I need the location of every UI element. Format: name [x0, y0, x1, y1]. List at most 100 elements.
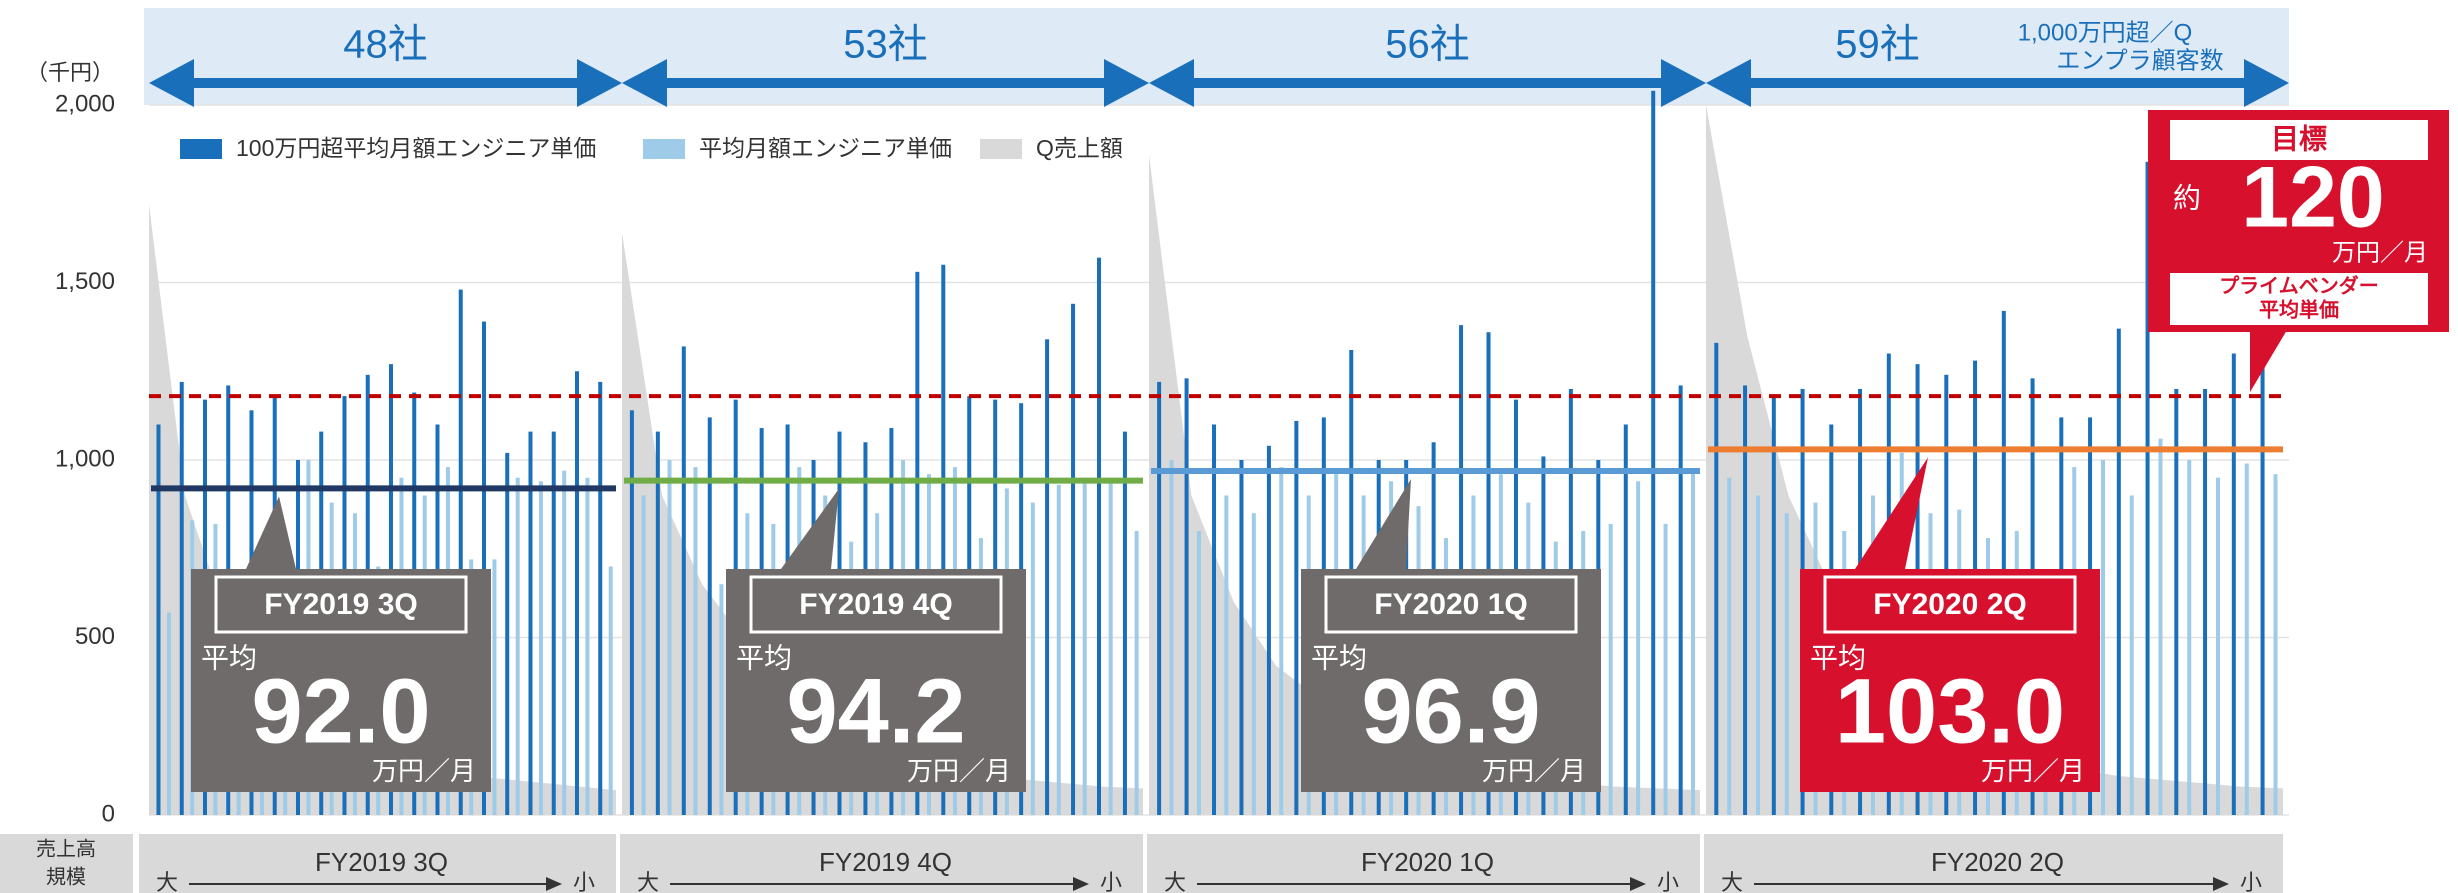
- bar-dark: [179, 381, 184, 815]
- bar-light: [1279, 467, 1284, 815]
- bar-light: [1030, 502, 1035, 815]
- target-note-box: [2170, 273, 2428, 325]
- avg-unit: 万円／月: [1482, 756, 1586, 786]
- scale-right: 小: [1657, 870, 1679, 893]
- callout-box: [1301, 569, 1601, 792]
- target-note: プライムベンダー: [2219, 273, 2379, 297]
- bar-dark: [598, 381, 603, 815]
- bar-light: [1134, 531, 1139, 815]
- bar-dark: [1184, 378, 1189, 815]
- bar-light: [2187, 460, 2192, 815]
- scale-arrow-head: [2213, 877, 2229, 891]
- legend-swatch: [980, 139, 1022, 159]
- scale-label: 規模: [46, 865, 86, 888]
- bar-dark: [915, 271, 920, 816]
- arrow-head: [622, 59, 667, 107]
- header-band: [144, 8, 2289, 105]
- bar-light: [1756, 495, 1760, 815]
- bar-light: [1196, 531, 1201, 815]
- bar-dark: [2001, 310, 2006, 815]
- bar-light: [562, 470, 567, 815]
- callout-label-box: [214, 575, 468, 634]
- bar-light: [166, 612, 171, 815]
- avg-value: 96.9: [1361, 660, 1540, 762]
- target-title-box: [2170, 120, 2428, 160]
- bar-light: [1082, 477, 1087, 815]
- bar-light: [2216, 477, 2220, 815]
- arrow-head: [1706, 59, 1751, 107]
- target-title: 目標: [2271, 123, 2327, 154]
- callout-pointer: [781, 488, 839, 569]
- scale-left: 大: [1164, 870, 1186, 893]
- avg-prefix: 平均: [1810, 642, 1866, 673]
- callout-box: [726, 569, 1026, 792]
- arrow-head: [1104, 59, 1149, 107]
- arrow-head: [577, 59, 622, 107]
- scale-right: 小: [1100, 870, 1122, 893]
- bar-light: [585, 477, 590, 815]
- bar-light: [2101, 460, 2105, 815]
- bar-light: [693, 467, 698, 815]
- callout-label-box: [749, 575, 1003, 634]
- bar-light: [1608, 523, 1613, 815]
- scale-right: 小: [2240, 870, 2262, 893]
- bar-dark: [481, 321, 486, 815]
- callout-label-box: [1823, 575, 2077, 634]
- target-unit: 万円／月: [2332, 239, 2428, 266]
- bar-light: [538, 481, 543, 815]
- bar-dark: [655, 431, 660, 815]
- y-tick-label: 500: [75, 623, 115, 650]
- bar-light: [2244, 463, 2249, 815]
- bar-light: [1169, 460, 1174, 815]
- scale-quarter: FY2019 4Q: [819, 847, 952, 877]
- legend-label: Q売上額: [1036, 135, 1123, 161]
- bar-dark: [1678, 385, 1683, 815]
- avg-value: 103.0: [1835, 660, 2065, 762]
- target-value: 120: [2241, 150, 2385, 246]
- avg-prefix: 平均: [1311, 642, 1367, 673]
- bar-dark: [551, 431, 556, 815]
- bar-dark: [1071, 303, 1076, 815]
- callout-label: FY2020 1Q: [1374, 588, 1527, 621]
- callout-pointer: [1855, 457, 1928, 569]
- target-pointer: [2250, 325, 2290, 393]
- callout-label: FY2020 2Q: [1873, 588, 2026, 621]
- bar-light: [1691, 470, 1696, 815]
- bar-light: [492, 559, 497, 815]
- avg-unit: 万円／月: [1981, 756, 2085, 786]
- bar-dark: [2174, 389, 2179, 815]
- scale-right: 小: [573, 870, 595, 893]
- avg-unit: 万円／月: [907, 756, 1011, 786]
- scale-arrow-head: [1630, 877, 1646, 891]
- client-count: 56社: [1385, 23, 1470, 67]
- bar-dark: [2231, 353, 2236, 815]
- legend-swatch: [643, 139, 685, 159]
- bar-dark: [156, 424, 161, 815]
- callout-label-box: [1324, 575, 1578, 634]
- bar-dark: [574, 371, 579, 815]
- callout-label: FY2019 4Q: [799, 588, 952, 621]
- bar-dark: [1743, 385, 1748, 815]
- bar-dark: [1266, 445, 1271, 815]
- header-note: 1,000万円超／Q: [2018, 19, 2193, 46]
- y-tick-label: 2,000: [55, 90, 115, 117]
- bar-light: [667, 460, 672, 815]
- bar-dark: [1239, 460, 1244, 815]
- bar-light: [1663, 523, 1668, 815]
- y-tick-label: 0: [102, 800, 115, 827]
- header-note: エンプラ顧客数: [2056, 47, 2223, 74]
- bar-dark: [2145, 161, 2150, 816]
- sales-area: [1149, 154, 1700, 815]
- callout-pointer: [246, 496, 296, 569]
- bar-dark: [1714, 342, 1719, 815]
- bar-light: [2129, 495, 2134, 815]
- bar-dark: [528, 431, 533, 815]
- bar-dark: [1045, 339, 1050, 815]
- bar-dark: [2260, 342, 2265, 815]
- callout-pointer: [1356, 479, 1411, 569]
- bar-dark: [629, 410, 634, 815]
- scale-label: 売上高: [36, 837, 96, 860]
- scale-arrow-head: [546, 877, 562, 891]
- legend-swatch: [180, 139, 222, 159]
